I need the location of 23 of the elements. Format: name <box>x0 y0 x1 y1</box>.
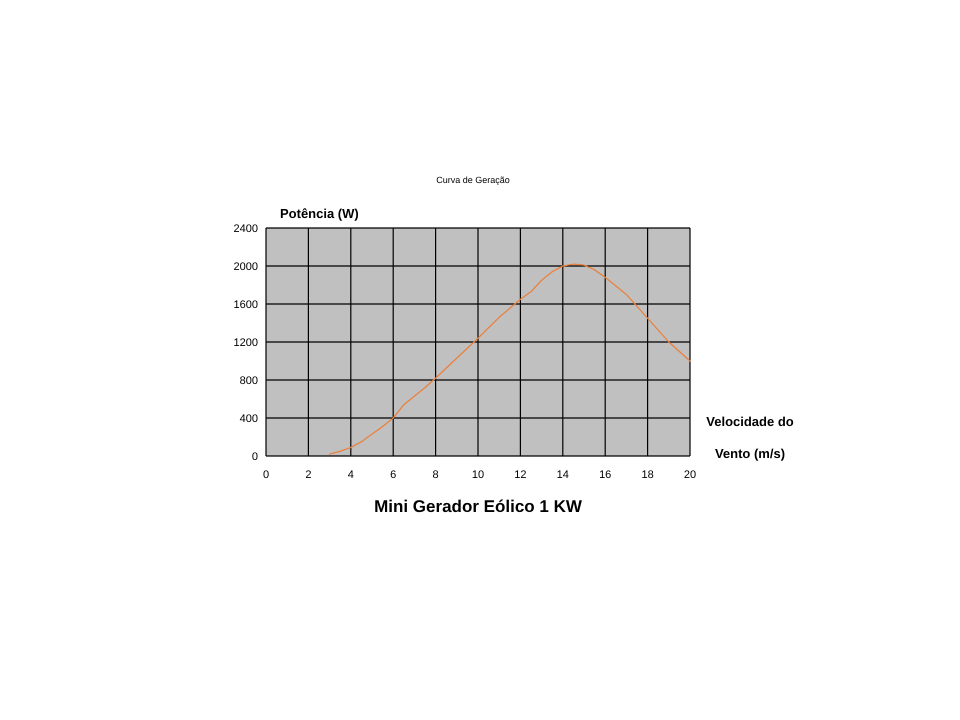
y-tick-label: 0 <box>252 451 258 463</box>
x-tick-label: 18 <box>641 469 654 481</box>
x-tick-label: 14 <box>556 469 569 481</box>
line-series <box>328 263 691 455</box>
y-tick-label: 1600 <box>234 299 258 311</box>
y-tick-label: 400 <box>240 413 258 425</box>
text: Mini Gerador Eólico 1 KW <box>374 497 583 516</box>
x-tick-label: 6 <box>390 469 396 481</box>
x-tick-label: 2 <box>305 469 312 481</box>
y-axis-title: Potência (W) <box>280 206 359 221</box>
y-tick-label: 1200 <box>234 337 258 349</box>
x-tick-label: 10 <box>472 469 484 481</box>
y-tick-label: 2400 <box>234 223 258 235</box>
x-tick-label: 4 <box>348 469 354 481</box>
x-tick-label: 16 <box>599 469 612 481</box>
x-tick-label: 8 <box>432 469 439 481</box>
y-tick-label: 2000 <box>234 261 258 273</box>
text: Velocidade do Vento (m/s) <box>706 414 794 461</box>
chart-title: Curva de Geração <box>436 175 510 185</box>
x-tick-label: 20 <box>684 469 696 481</box>
x-tick-label: 0 <box>262 469 270 481</box>
y-tick-label: 800 <box>240 375 258 387</box>
x-tick-label: 12 <box>514 469 527 481</box>
